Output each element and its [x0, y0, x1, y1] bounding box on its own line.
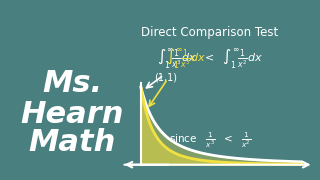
Text: since   $\frac{1}{x^3}$  $<$  $\frac{1}{x^2}$: since $\frac{1}{x^3}$ $<$ $\frac{1}{x^2}…	[169, 131, 251, 150]
Text: $\int_1^{\infty}\!\frac{1}{x^3}dx$  $<$  $\int_1^{\infty}\!\frac{1}{x^2}dx$: $\int_1^{\infty}\!\frac{1}{x^3}dx$ $<$ $…	[157, 47, 263, 71]
Text: Ms.: Ms.	[42, 69, 102, 98]
Text: Direct Comparison Test: Direct Comparison Test	[141, 26, 278, 39]
Text: Hearn: Hearn	[20, 100, 124, 129]
Text: Math: Math	[28, 128, 116, 157]
Text: (1,1): (1,1)	[154, 73, 177, 83]
Text: $\int_1^{\infty}\!\frac{1}{x^3}dx$: $\int_1^{\infty}\!\frac{1}{x^3}dx$	[166, 47, 206, 71]
